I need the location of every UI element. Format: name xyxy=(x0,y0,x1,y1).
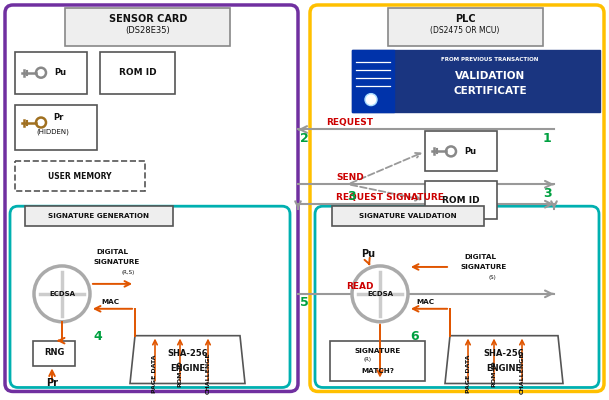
Text: RNG: RNG xyxy=(44,348,64,357)
Text: USER MEMORY: USER MEMORY xyxy=(48,172,111,181)
Text: REQUEST SIGNATURE: REQUEST SIGNATURE xyxy=(336,193,444,202)
Bar xyxy=(388,8,543,46)
Text: PAGE DATA: PAGE DATA xyxy=(152,354,158,393)
Bar xyxy=(100,52,175,94)
Bar xyxy=(352,50,600,112)
Text: (DS28E35): (DS28E35) xyxy=(125,26,171,35)
Text: SIGNATURE VALIDATION: SIGNATURE VALIDATION xyxy=(359,213,457,219)
Circle shape xyxy=(34,266,90,322)
Circle shape xyxy=(365,94,377,106)
Text: (R,S): (R,S) xyxy=(121,270,135,276)
FancyBboxPatch shape xyxy=(5,5,298,392)
Text: 5: 5 xyxy=(300,296,308,309)
Text: Pu: Pu xyxy=(361,249,375,259)
Text: Pr: Pr xyxy=(46,378,58,388)
Text: 3: 3 xyxy=(348,190,356,203)
Polygon shape xyxy=(445,336,563,384)
Bar xyxy=(425,132,497,171)
Bar xyxy=(330,341,425,380)
Text: Pu: Pu xyxy=(54,68,66,77)
Text: FROM PREVIOUS TRANSACTION: FROM PREVIOUS TRANSACTION xyxy=(442,57,539,62)
Text: (DS2475 OR MCU): (DS2475 OR MCU) xyxy=(431,26,500,35)
Text: ROM-ID: ROM-ID xyxy=(177,360,183,387)
Text: Pr: Pr xyxy=(53,113,63,122)
Text: SIGNATURE: SIGNATURE xyxy=(355,348,401,354)
Text: (HIDDEN): (HIDDEN) xyxy=(37,128,69,135)
Text: REQUEST: REQUEST xyxy=(326,118,373,127)
FancyBboxPatch shape xyxy=(315,206,599,388)
Text: PAGE DATA: PAGE DATA xyxy=(465,354,471,393)
Text: ENGINE: ENGINE xyxy=(487,364,521,373)
Bar xyxy=(332,206,484,226)
Bar xyxy=(15,104,97,150)
Text: CERTIFICATE: CERTIFICATE xyxy=(453,86,527,96)
Text: CHALLENGE: CHALLENGE xyxy=(205,353,211,394)
Text: 4: 4 xyxy=(94,330,102,343)
Text: CHALLENGE: CHALLENGE xyxy=(519,353,524,394)
Text: 6: 6 xyxy=(410,330,420,343)
Bar xyxy=(15,161,145,191)
FancyBboxPatch shape xyxy=(10,206,290,388)
Text: SIGNATURE: SIGNATURE xyxy=(461,264,507,270)
Text: SIGNATURE GENERATION: SIGNATURE GENERATION xyxy=(49,213,149,219)
Text: VALIDATION: VALIDATION xyxy=(455,71,525,81)
Text: ROM-ID: ROM-ID xyxy=(491,360,496,387)
FancyBboxPatch shape xyxy=(310,5,604,392)
Text: PLC: PLC xyxy=(455,14,475,24)
Text: ROM ID: ROM ID xyxy=(119,68,157,77)
Text: Pu: Pu xyxy=(464,147,476,156)
Bar xyxy=(425,181,497,219)
Text: 3: 3 xyxy=(543,187,551,200)
Text: READ: READ xyxy=(347,282,374,291)
Text: (S): (S) xyxy=(488,276,496,280)
Text: DIGITAL: DIGITAL xyxy=(464,254,496,260)
Bar xyxy=(25,206,173,226)
Text: ROM ID: ROM ID xyxy=(442,196,480,205)
Text: SIGNATURE: SIGNATURE xyxy=(94,259,140,265)
Bar xyxy=(65,8,230,46)
Bar xyxy=(15,52,87,94)
Text: ECDSA: ECDSA xyxy=(49,291,75,297)
Text: MAC: MAC xyxy=(416,299,434,305)
Text: SHA-256: SHA-256 xyxy=(484,349,524,358)
Text: SENSOR CARD: SENSOR CARD xyxy=(109,14,187,24)
Text: SEND: SEND xyxy=(336,173,364,182)
Polygon shape xyxy=(130,336,245,384)
Text: SHA-256: SHA-256 xyxy=(167,349,208,358)
Bar xyxy=(33,341,75,366)
Text: MAC: MAC xyxy=(101,299,119,305)
Circle shape xyxy=(352,266,408,322)
Text: ECDSA: ECDSA xyxy=(367,291,393,297)
Text: 2: 2 xyxy=(300,132,308,145)
Text: ENGINE: ENGINE xyxy=(171,364,206,373)
Text: MATCH?: MATCH? xyxy=(362,368,395,374)
Text: 1: 1 xyxy=(543,132,551,145)
Text: DIGITAL: DIGITAL xyxy=(96,249,128,255)
Text: (R): (R) xyxy=(364,357,372,362)
Bar xyxy=(352,50,394,112)
